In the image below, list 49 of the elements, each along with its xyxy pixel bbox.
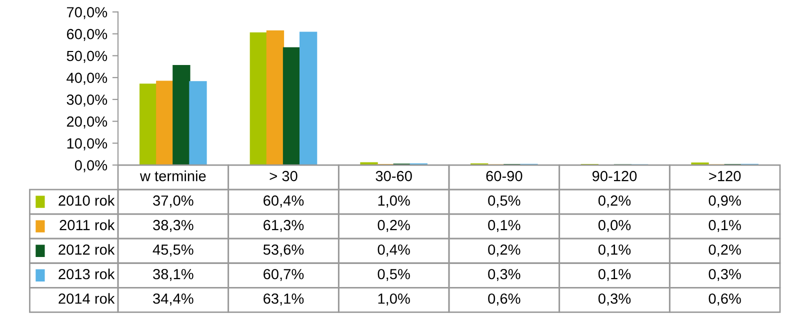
data-label: 38,3% [153,220,194,232]
x-tick-label: w terminie [140,170,206,182]
data-label: 0,0% [598,220,631,232]
data-label: 0,5% [378,268,410,282]
data-label: 0,9% [708,195,741,208]
data-label: 38,1% [153,268,194,282]
data-label: 0,1% [598,268,631,282]
y-tick-label: 40,0% [66,72,108,85]
data-label: 0,3% [708,268,741,282]
data-label: 0,1% [598,244,631,256]
text: 63,1% [264,293,304,306]
data-label: 53,6% [263,244,304,256]
x-tick-label: > 30 [270,170,298,182]
x-tick-label: 60-90 [486,170,522,182]
data-label: 0,2% [378,220,410,232]
text: 1,0% [378,293,410,306]
x-tick-label: 90-120 [592,170,637,182]
data-label: 0,1% [488,220,520,232]
legend-label: 2011 rok [60,220,115,230]
text: 2014 rok [58,293,115,304]
text: 0,6% [708,293,741,306]
data-label: 60,4% [264,195,304,208]
y-tick-label: 20,0% [66,116,108,128]
text: 0,3% [598,293,631,306]
y-tick-label: 30,0% [66,94,108,107]
data-label: 60,7% [264,268,304,282]
data-label: 0,2% [598,195,631,208]
x-tick-label: 30-60 [376,170,412,182]
data-label: 1,0% [378,195,410,208]
data-label: 37,0% [153,195,194,208]
legend-label: 2012 rok [58,244,115,255]
text: 0,6% [488,293,520,306]
legend-label: 2010 rok [58,195,115,206]
data-label: 0,3% [488,268,520,282]
data-label: 0,5% [488,195,520,208]
data-label: 0,1% [708,220,741,232]
y-tick-label: 10,0% [67,138,108,150]
data-label: 0,2% [708,244,741,256]
data-label: 0,4% [378,244,410,256]
y-tick-label: 60,0% [66,28,108,41]
data-label: 0,2% [488,244,520,256]
x-tick-label: >120 [709,170,741,182]
legend-label: 2013 rok [58,268,115,280]
y-tick-label: 0,0% [74,160,108,172]
data-label: 61,3% [264,220,304,232]
data-label: 45,5% [152,244,194,256]
y-tick-label: 70,0% [66,7,108,20]
y-tick-label: 50,0% [66,50,108,63]
text: 34,4% [153,293,194,306]
